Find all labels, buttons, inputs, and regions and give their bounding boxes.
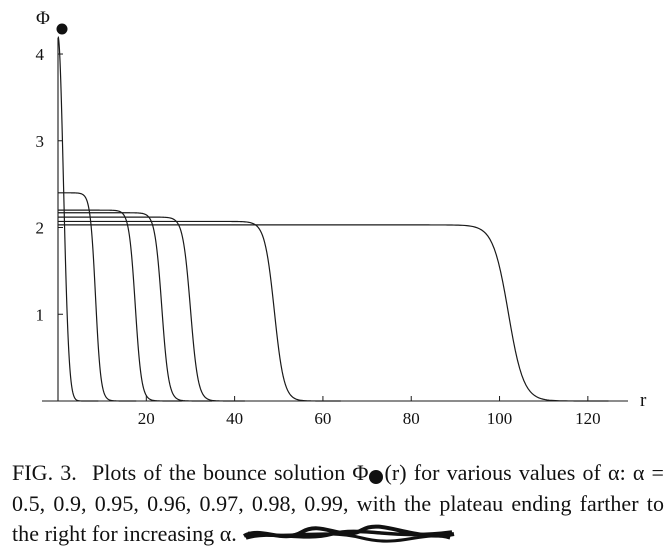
y-tick-label: 4 xyxy=(36,45,45,64)
y-tick-label: 2 xyxy=(36,219,45,238)
caption-text-part1: Plots of the bounce solution Φ xyxy=(91,460,369,485)
series-curve xyxy=(58,212,213,402)
curves xyxy=(57,36,609,402)
redaction-mark-caption xyxy=(369,470,384,484)
series-curve xyxy=(58,220,341,402)
redaction-mark-ylabel xyxy=(56,23,68,35)
caption-figure-label: FIG. 3. xyxy=(12,460,77,485)
series-curve xyxy=(58,192,137,402)
x-tick-label: 80 xyxy=(403,409,420,428)
y-tick-label: 1 xyxy=(36,305,45,324)
y-ticks: 1 2 3 4 xyxy=(36,45,63,324)
caption-text-part2: (r) for various values of α: α = 0.5, 0.… xyxy=(12,460,664,546)
x-ticks: 20 40 60 80 100 120 xyxy=(138,396,601,428)
series-curve xyxy=(57,36,99,402)
x-tick-label: 120 xyxy=(575,409,601,428)
chart-axes xyxy=(42,38,628,402)
x-tick-label: 40 xyxy=(226,409,243,428)
y-tick-label: 3 xyxy=(36,132,45,151)
x-tick-label: 100 xyxy=(487,409,513,428)
series-curve xyxy=(58,216,245,402)
x-tick-label: 60 xyxy=(314,409,331,428)
y-axis-label: Φ xyxy=(36,8,50,29)
figure-caption: FIG. 3. Plots of the bounce solution Φ (r… xyxy=(12,458,664,550)
bounce-solution-chart: 20 40 60 80 100 120 1 2 3 4 Φ r xyxy=(36,8,648,428)
series-curve xyxy=(58,224,609,402)
scribbled-out-text xyxy=(243,524,455,543)
series-curve xyxy=(58,209,182,402)
x-axis-label: r xyxy=(640,390,647,411)
x-tick-label: 20 xyxy=(138,409,155,428)
